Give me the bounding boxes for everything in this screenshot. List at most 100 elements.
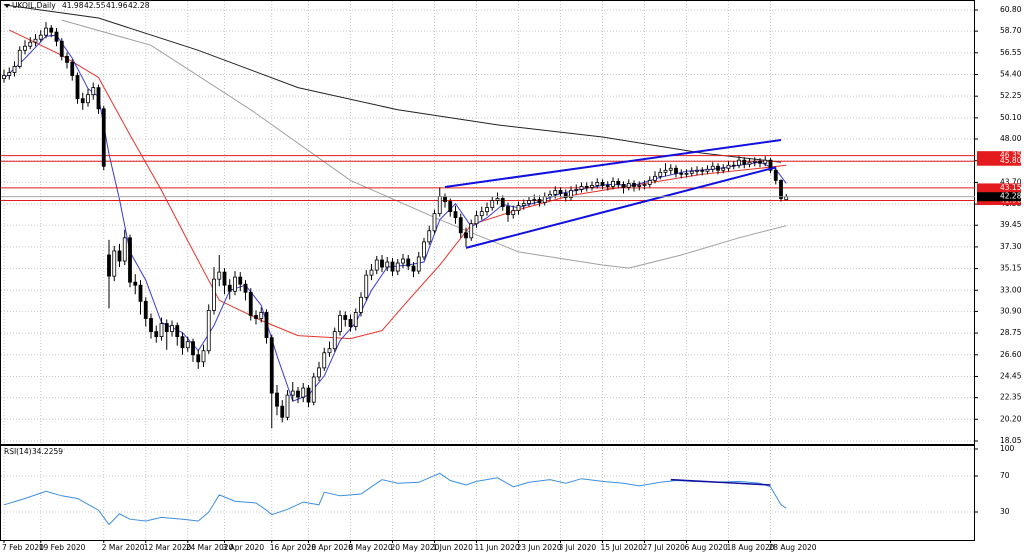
candle-body — [616, 180, 621, 185]
candle-body — [233, 276, 237, 292]
y-tick-label: 18.05 — [1000, 436, 1022, 445]
rsi-pane — [0, 445, 975, 541]
candle-body — [75, 75, 80, 100]
candle-body — [374, 259, 379, 271]
candle-body — [684, 172, 689, 175]
candle-body — [779, 179, 783, 199]
candle-body — [227, 284, 232, 292]
candle-body — [180, 336, 185, 349]
candle-body — [485, 207, 489, 213]
rsi-tick-label: 70 — [1000, 471, 1010, 480]
level-label: 45.80 — [1000, 156, 1022, 165]
candle-body — [86, 94, 90, 104]
candle-body — [427, 230, 432, 243]
y-tick-label: 48.00 — [1000, 134, 1022, 143]
candle-body — [506, 206, 510, 216]
candle-body — [495, 198, 500, 201]
x-tick-label: 2 Mar 2020 — [102, 543, 145, 552]
candle-body — [369, 269, 374, 276]
rsi-value: 34.2259 — [32, 447, 63, 456]
chart-title: UKOIL,Daily — [12, 1, 56, 10]
candle-body — [280, 405, 285, 418]
x-tick-label: 24 Mar 2020 — [186, 543, 234, 552]
candle-body — [301, 387, 306, 398]
candle-body — [332, 331, 337, 350]
candle-body — [185, 341, 190, 349]
candle-body — [689, 170, 694, 174]
candle-body — [122, 237, 127, 262]
candle-body — [201, 350, 206, 363]
price-label: 42.28 — [1000, 192, 1022, 201]
candle-body — [731, 164, 736, 167]
candle-body — [33, 38, 38, 43]
x-tick-label: 8 May 2020 — [349, 543, 393, 552]
candle-body — [726, 164, 731, 169]
x-tick-label: 27 Jul 2020 — [643, 543, 686, 552]
y-tick-label: 26.60 — [1000, 350, 1022, 359]
y-tick-label: 52.25 — [1000, 91, 1022, 100]
y-tick-label: 60.80 — [1000, 5, 1022, 14]
candle-body — [7, 72, 12, 76]
candle-body — [537, 199, 542, 203]
candle-body — [191, 341, 195, 356]
x-tick-label: 20 May 2020 — [391, 543, 440, 552]
candle-body — [768, 159, 773, 171]
y-tick-label: 24.45 — [1000, 371, 1022, 380]
candle-body — [327, 348, 332, 354]
candle-body — [17, 49, 22, 67]
candle-body — [563, 193, 568, 198]
candle-body — [647, 179, 652, 185]
candle-body — [742, 159, 747, 165]
candle-body — [747, 161, 752, 165]
candle-body — [590, 185, 594, 188]
trendline — [444, 139, 782, 188]
candle-body — [752, 160, 757, 163]
candle-body — [149, 318, 153, 332]
candle-body — [437, 196, 442, 215]
y-tick-label: 54.40 — [1000, 70, 1022, 79]
candle-body — [317, 367, 321, 378]
candle-body — [605, 185, 610, 187]
candle-body — [716, 165, 720, 171]
candle-body — [443, 196, 447, 202]
x-tick-label: 3 Jul 2020 — [559, 543, 597, 552]
candle-body — [700, 169, 705, 172]
y-tick-label: 56.55 — [1000, 48, 1022, 57]
candle-body — [458, 217, 463, 234]
moving-average — [3, 34, 787, 402]
title-close: 42.28 — [128, 1, 150, 10]
x-tick-label: 18 Aug 2020 — [727, 543, 775, 552]
candle-body — [579, 186, 584, 190]
candle-body — [348, 319, 353, 327]
candle-body — [59, 40, 64, 57]
candle-body — [28, 41, 33, 47]
candle-body — [453, 211, 458, 219]
x-tick-label: 7 Feb 2020 — [2, 543, 44, 552]
candle-body — [359, 296, 363, 313]
moving-average — [61, 19, 787, 269]
candle-body — [101, 108, 106, 167]
candle-body — [385, 261, 390, 268]
candle-body — [206, 310, 211, 352]
candle-body — [275, 392, 279, 407]
candle-body — [259, 312, 264, 319]
candle-body — [516, 205, 521, 212]
candle-body — [96, 87, 101, 110]
candle-body — [721, 167, 726, 171]
candle-body — [474, 215, 479, 225]
candle-body — [406, 258, 411, 267]
candle-body — [469, 223, 474, 239]
candle-body — [306, 387, 311, 403]
x-tick-label: 19 Feb 2020 — [39, 543, 86, 552]
candle-body — [611, 180, 615, 187]
candle-body — [343, 315, 348, 320]
candle-body — [737, 159, 741, 166]
candle-body — [38, 34, 43, 40]
y-tick-label: 50.10 — [1000, 113, 1022, 122]
title-high: 42.55 — [84, 1, 106, 10]
candle-body — [138, 284, 143, 302]
candle-body — [217, 271, 222, 280]
x-tick-label: 28 Apr 2020 — [307, 543, 354, 552]
candle-body — [164, 323, 169, 332]
